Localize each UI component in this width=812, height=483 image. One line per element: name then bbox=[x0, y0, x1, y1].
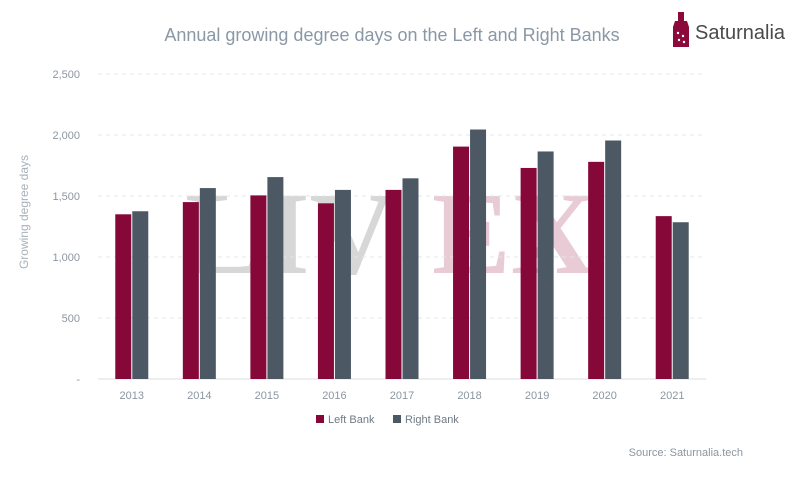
y-tick-label: 1,000 bbox=[52, 252, 80, 264]
y-tick-label: 500 bbox=[62, 313, 80, 325]
bar-right-bank-2019 bbox=[537, 151, 554, 379]
bar-right-bank-2018 bbox=[470, 129, 487, 379]
bar-right-bank-2013 bbox=[132, 211, 149, 379]
x-tick-label: 2014 bbox=[187, 390, 211, 402]
legend: Left Bank Right Bank bbox=[316, 414, 459, 426]
y-axis-ticks: - 500 1,000 1,500 2,000 2,500 bbox=[52, 69, 80, 386]
bar-left-bank-2014 bbox=[182, 202, 199, 379]
legend-label-right-bank: Right Bank bbox=[405, 414, 459, 426]
x-tick-label: 2015 bbox=[255, 390, 279, 402]
bar-right-bank-2021 bbox=[672, 222, 689, 379]
bar-left-bank-2017 bbox=[385, 189, 402, 379]
legend-label-left-bank: Left Bank bbox=[328, 414, 375, 426]
y-tick-label: 1,500 bbox=[52, 191, 80, 203]
bars bbox=[115, 129, 689, 379]
bar-right-bank-2020 bbox=[605, 140, 622, 379]
bar-right-bank-2015 bbox=[267, 177, 284, 379]
watermark-left: LIV bbox=[185, 168, 395, 299]
bar-left-bank-2016 bbox=[317, 203, 334, 379]
x-tick-label: 2019 bbox=[525, 390, 549, 402]
brand-name: Saturnalia bbox=[695, 22, 786, 44]
x-tick-label: 2013 bbox=[120, 390, 144, 402]
bar-right-bank-2014 bbox=[199, 188, 216, 379]
legend-swatch-right-bank bbox=[393, 415, 401, 423]
chart-title: Annual growing degree days on the Left a… bbox=[164, 25, 619, 45]
bar-right-bank-2017 bbox=[402, 178, 419, 379]
wine-bottle-icon bbox=[673, 12, 689, 47]
y-tick-label: - bbox=[76, 374, 80, 386]
y-tick-label: 2,000 bbox=[52, 130, 80, 142]
gridlines bbox=[98, 73, 706, 319]
x-tick-label: 2017 bbox=[390, 390, 414, 402]
y-tick-label: 2,500 bbox=[52, 69, 80, 81]
y-axis-label: Growing degree days bbox=[17, 155, 31, 269]
x-tick-label: 2018 bbox=[457, 390, 481, 402]
x-tick-label: 2021 bbox=[660, 390, 684, 402]
bar-left-bank-2021 bbox=[655, 216, 672, 379]
x-axis-ticks: 2013 2014 2015 2016 2017 2018 2019 2020 2021 bbox=[120, 390, 685, 402]
brand-logo: Saturnalia bbox=[673, 12, 786, 47]
bar-left-bank-2018 bbox=[453, 146, 470, 379]
x-tick-label: 2016 bbox=[322, 390, 346, 402]
bar-right-bank-2016 bbox=[334, 189, 351, 379]
source-note: Source: Saturnalia.tech bbox=[629, 447, 743, 459]
bar-left-bank-2020 bbox=[588, 161, 605, 379]
bar-left-bank-2013 bbox=[115, 214, 132, 379]
x-tick-label: 2020 bbox=[592, 390, 616, 402]
legend-swatch-left-bank bbox=[316, 415, 324, 423]
bar-left-bank-2015 bbox=[250, 195, 267, 379]
bar-left-bank-2019 bbox=[520, 167, 537, 379]
